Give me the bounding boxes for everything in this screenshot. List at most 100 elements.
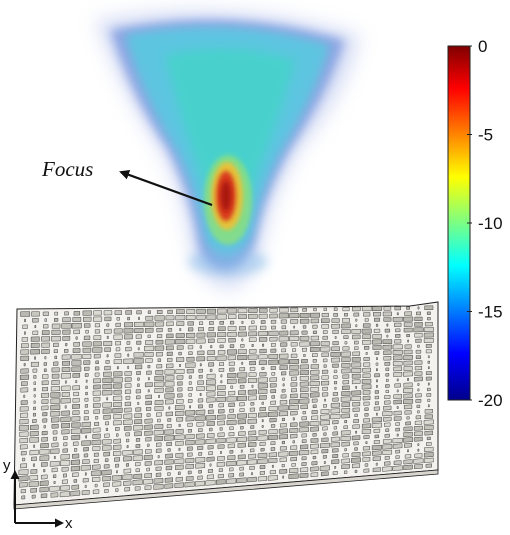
- plate-tile: [187, 470, 192, 475]
- colorbar-tick-label: -5: [478, 126, 493, 145]
- plate-tile: [321, 375, 329, 380]
- plate-tile: [102, 389, 113, 396]
- plate-tile: [403, 464, 413, 470]
- plate-tile: [310, 386, 320, 392]
- plate-tile: [341, 318, 350, 323]
- plate-tile: [424, 430, 434, 436]
- plate-tile: [373, 311, 382, 317]
- plate-tile: [217, 308, 227, 314]
- plate-tile: [95, 416, 99, 420]
- plate-tile: [319, 465, 330, 471]
- plate-tile: [205, 414, 216, 421]
- plate-tile: [185, 416, 195, 422]
- plate-tile: [426, 311, 431, 315]
- plate-tile: [145, 400, 152, 406]
- plate-tile: [311, 398, 318, 403]
- plate-tile: [290, 393, 298, 399]
- plate-tile: [427, 382, 430, 386]
- plate-tile: [394, 322, 402, 327]
- plate-tile: [258, 313, 268, 319]
- plate-tile: [62, 335, 71, 341]
- plate-tile: [363, 356, 370, 361]
- plate-tile: [332, 471, 338, 475]
- plate-tile: [269, 307, 278, 313]
- plate-tile: [72, 385, 80, 391]
- plate-tile: [279, 365, 288, 371]
- plate-tile: [241, 361, 244, 365]
- plate-tile: [81, 421, 91, 428]
- plate-tile: [33, 400, 36, 404]
- plate-tile: [144, 430, 153, 436]
- plate-tile: [39, 486, 49, 493]
- plate-tile: [299, 427, 309, 433]
- plate-tile: [341, 413, 351, 419]
- plate-tile: [270, 447, 276, 451]
- plate-tile: [299, 335, 310, 341]
- plate-tile: [331, 346, 340, 352]
- colorbar-gradient: [447, 45, 471, 401]
- plate-tile: [144, 485, 152, 491]
- plate-tile: [340, 435, 351, 442]
- plate-tile: [195, 439, 206, 445]
- plate-tile: [376, 379, 378, 383]
- plate-tile: [423, 338, 434, 343]
- plate-tile: [165, 465, 173, 471]
- plate-tile: [354, 447, 358, 451]
- plate-tile: [312, 404, 317, 409]
- plate-tile: [362, 323, 371, 328]
- plate-tile: [269, 377, 277, 382]
- plate-tile: [167, 418, 172, 422]
- plate-tile: [355, 318, 358, 322]
- plate-tile: [187, 452, 193, 457]
- plate-tile: [384, 433, 390, 438]
- plate-tile: [61, 410, 70, 416]
- plate-tile: [427, 366, 430, 370]
- plate-tile: [53, 480, 56, 485]
- plate-tile: [91, 470, 102, 477]
- plate-tile: [29, 430, 39, 437]
- plate-tile: [239, 466, 244, 471]
- plate-tile: [393, 460, 402, 465]
- plate-tile: [91, 464, 101, 470]
- plate-tile: [279, 353, 289, 359]
- plate-tile: [103, 371, 112, 377]
- plate-tile: [394, 383, 401, 388]
- focus-label: Focus: [41, 157, 93, 181]
- plate-tile: [376, 412, 378, 416]
- plate-tile: [156, 442, 162, 447]
- plate-tile: [332, 363, 339, 368]
- plate-tile: [92, 489, 100, 495]
- plate-tile: [278, 428, 288, 434]
- plate-tile: [352, 424, 360, 429]
- plate-tile: [258, 395, 267, 400]
- plate-tile: [185, 457, 195, 464]
- plate-tile: [333, 307, 338, 311]
- plate-tile: [196, 332, 206, 338]
- plate-tile: [216, 314, 227, 320]
- plate-tile: [61, 422, 70, 429]
- plate-tile: [258, 360, 268, 365]
- plate-tile: [417, 306, 420, 310]
- plate-tile: [83, 335, 91, 341]
- plate-tile: [301, 416, 307, 421]
- plate-tile: [330, 442, 340, 448]
- plate-tile: [92, 446, 101, 452]
- plate-tile: [125, 463, 129, 467]
- plate-tile: [42, 418, 48, 423]
- plate-tile: [209, 321, 214, 325]
- plate-tile: [302, 325, 307, 329]
- plate-tile: [41, 392, 49, 398]
- plate-tile: [158, 394, 160, 398]
- plate-tile: [289, 330, 299, 336]
- plate-tile: [374, 351, 380, 355]
- plate-tile: [365, 441, 368, 445]
- plate-tile: [319, 414, 331, 420]
- plate-tile: [290, 422, 298, 427]
- plate-tile: [393, 399, 402, 405]
- plate-tile: [341, 357, 351, 363]
- plate-tile: [103, 310, 113, 316]
- plate-tile: [30, 342, 40, 348]
- plate-tile: [259, 465, 266, 470]
- plate-tile: [72, 472, 79, 478]
- plate-tile: [155, 448, 162, 453]
